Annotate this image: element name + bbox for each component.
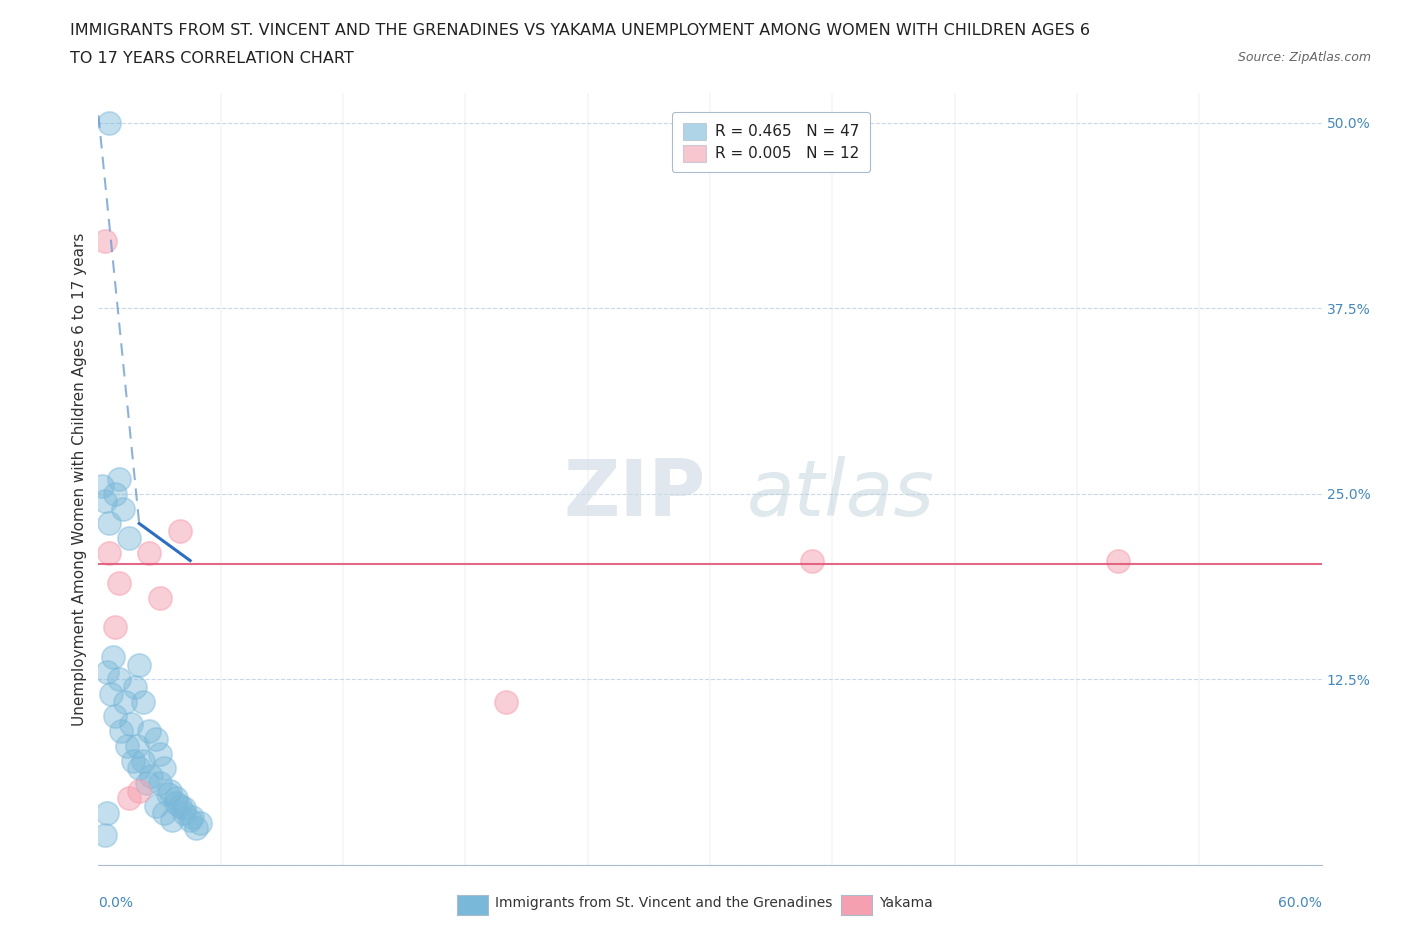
Point <box>108 671 131 686</box>
Point <box>114 694 136 709</box>
Point <box>132 753 155 768</box>
Point <box>136 776 159 790</box>
Point <box>165 795 187 810</box>
Point <box>186 820 208 835</box>
Text: TO 17 YEARS CORRELATION CHART: TO 17 YEARS CORRELATION CHART <box>70 51 354 66</box>
Point <box>169 798 191 813</box>
Point <box>118 790 141 805</box>
Point <box>108 472 131 486</box>
Point <box>97 115 120 130</box>
Text: ZIP: ZIP <box>564 457 706 532</box>
Point <box>173 801 195 816</box>
Point <box>93 234 115 249</box>
Text: 60.0%: 60.0% <box>1278 896 1322 910</box>
Point <box>159 783 181 798</box>
Y-axis label: Unemployment Among Women with Children Ages 6 to 17 years: Unemployment Among Women with Children A… <box>72 232 87 725</box>
Point <box>97 516 120 531</box>
Point <box>128 658 150 672</box>
Point <box>160 813 183 828</box>
Point <box>173 805 195 820</box>
Point <box>104 709 127 724</box>
Point <box>145 798 167 813</box>
Legend: R = 0.465   N = 47, R = 0.005   N = 12: R = 0.465 N = 47, R = 0.005 N = 12 <box>672 113 870 172</box>
Point <box>127 738 149 753</box>
Point <box>111 501 134 516</box>
Point <box>138 546 160 561</box>
Point <box>122 753 145 768</box>
Point <box>145 731 167 746</box>
Point <box>104 486 127 501</box>
Point <box>101 650 124 665</box>
Point <box>165 790 187 805</box>
Point <box>110 724 132 738</box>
Text: 0.0%: 0.0% <box>98 896 134 910</box>
Point <box>152 761 174 776</box>
Point <box>93 494 115 509</box>
Text: IMMIGRANTS FROM ST. VINCENT AND THE GRENADINES VS YAKAMA UNEMPLOYMENT AMONG WOME: IMMIGRANTS FROM ST. VINCENT AND THE GREN… <box>70 23 1090 38</box>
Point <box>149 591 172 605</box>
Point <box>120 716 142 731</box>
Point <box>169 524 191 538</box>
Point <box>141 768 163 783</box>
Point <box>108 576 131 591</box>
Point <box>132 694 155 709</box>
Point <box>96 665 118 680</box>
Point <box>138 724 160 738</box>
Text: Immigrants from St. Vincent and the Grenadines: Immigrants from St. Vincent and the Gren… <box>495 896 832 910</box>
Point <box>100 686 122 701</box>
Point <box>104 620 127 635</box>
Point <box>1107 553 1129 568</box>
Point <box>118 531 141 546</box>
Point <box>91 479 114 494</box>
Point <box>93 828 115 843</box>
Point <box>124 679 146 694</box>
Point <box>188 816 212 830</box>
Point <box>179 813 201 828</box>
Point <box>128 761 150 776</box>
Point <box>128 783 150 798</box>
Point <box>156 786 179 801</box>
Point <box>115 738 138 753</box>
Point <box>149 746 172 761</box>
Point <box>801 553 824 568</box>
Text: Source: ZipAtlas.com: Source: ZipAtlas.com <box>1237 51 1371 64</box>
Point <box>97 546 120 561</box>
Text: atlas: atlas <box>747 457 935 532</box>
Point <box>96 805 118 820</box>
Point <box>495 694 517 709</box>
Text: Yakama: Yakama <box>879 896 932 910</box>
Point <box>152 805 174 820</box>
Point <box>149 776 172 790</box>
Point <box>181 810 204 825</box>
